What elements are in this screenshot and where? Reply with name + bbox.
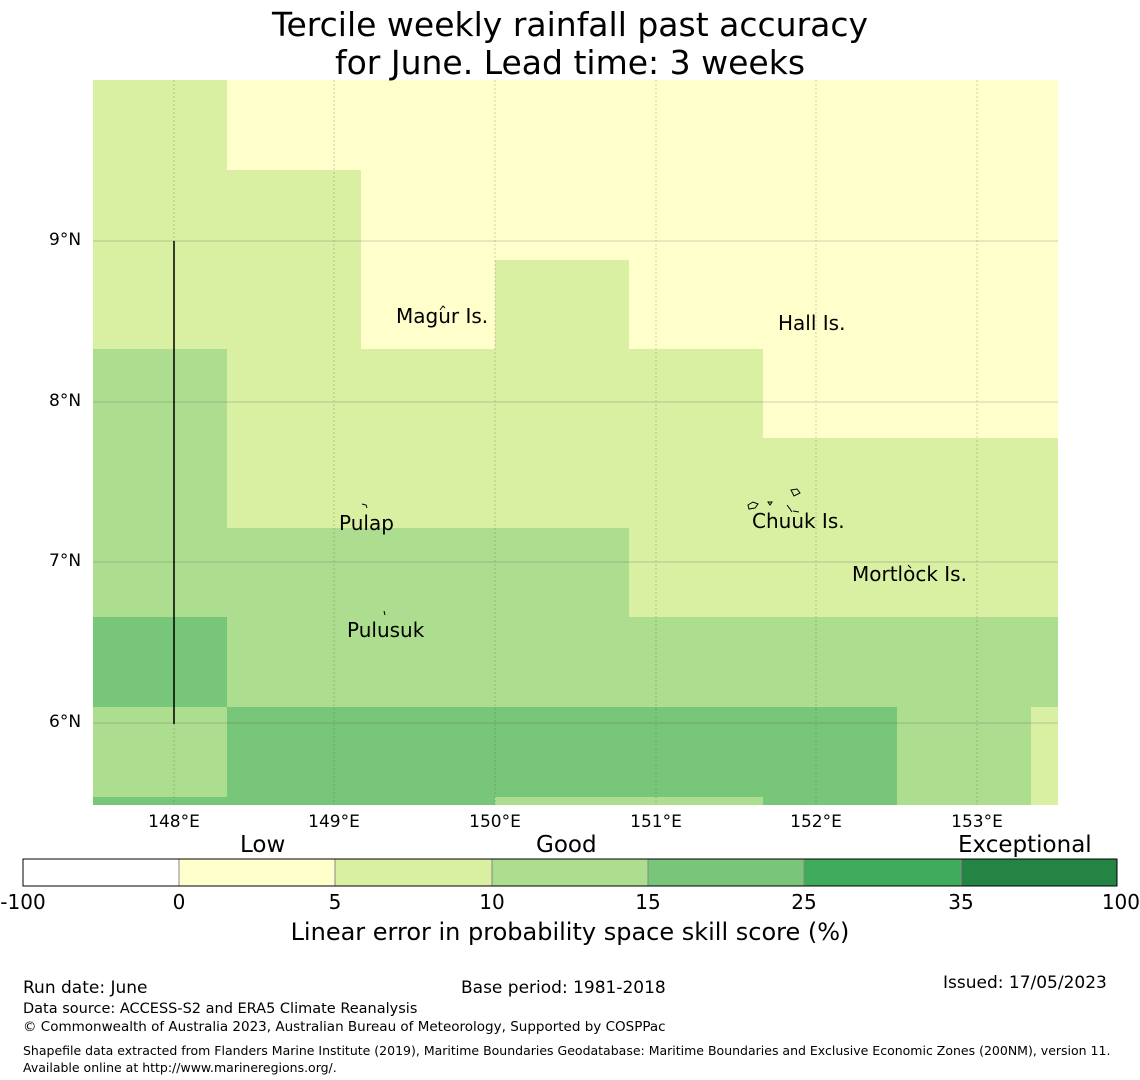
place-label-pulusuk: Pulusuk <box>347 618 425 642</box>
colorbar-segment <box>804 859 961 886</box>
island-outlines <box>361 305 912 616</box>
chuuk-island-shape <box>792 510 800 513</box>
lon-tick-label: 152°E <box>790 812 842 832</box>
title-line-2: for June. Lead time: 3 weeks <box>334 43 806 82</box>
grid-cell <box>629 617 1058 708</box>
colorbar-tick: 10 <box>479 890 505 914</box>
lat-tick-label: 6°N <box>49 712 82 732</box>
colorbar-segment <box>23 859 179 886</box>
grid-cell <box>763 438 1058 618</box>
colorbar-tick: 25 <box>791 890 817 914</box>
lat-tick-label: 9°N <box>49 230 82 250</box>
title-line-1: Tercile weekly rainfall past accuracy <box>271 5 869 44</box>
place-label-chuuk: Chuuk Is. <box>752 509 845 533</box>
lon-tick-label: 149°E <box>308 812 360 832</box>
colorbar-tick: 15 <box>635 890 661 914</box>
grid-cell <box>93 349 227 617</box>
category-low: Low <box>240 832 286 858</box>
grid-cell <box>93 707 227 797</box>
colorbar-tick: 100 <box>1101 890 1140 914</box>
shapefile-credit: Shapefile data extracted from Flanders M… <box>23 1043 1111 1075</box>
colorbar-segment <box>335 859 492 886</box>
category-exceptional: Exceptional <box>958 832 1092 858</box>
copyright-notice: © Commonwealth of Australia 2023, Austra… <box>23 1019 666 1035</box>
grid-cell <box>227 528 629 708</box>
skill-grid <box>93 80 1058 805</box>
chuuk-island-shape <box>767 501 773 506</box>
lon-tick-label: 148°E <box>148 812 200 832</box>
magur-island-shape <box>439 305 446 311</box>
grid-cell <box>1031 707 1058 805</box>
grid-cell <box>93 617 227 707</box>
pulusuk-island-shape <box>383 610 386 616</box>
lon-tick-label: 150°E <box>469 812 521 832</box>
lat-tick-label: 8°N <box>49 391 82 411</box>
chuuk-island-shape <box>790 488 801 497</box>
chuuk-island-shape <box>786 504 793 513</box>
chart-title: Tercile weekly rainfall past accuracy fo… <box>0 6 1140 82</box>
colorbar-frame <box>22 858 1118 887</box>
category-good: Good <box>536 832 597 858</box>
mortlock-island-shape <box>907 564 912 569</box>
grid-cell <box>495 797 763 805</box>
pulap-island-shape <box>361 503 368 509</box>
lat-tick-label: 7°N <box>49 551 82 571</box>
colorbar-tick: 0 <box>172 890 186 914</box>
place-label-magur: Magur Is. <box>396 304 489 328</box>
colorbar-segment <box>179 859 335 886</box>
grid-cell <box>495 260 629 350</box>
colorbar-tick: -100 <box>0 890 46 914</box>
graticule <box>93 80 1058 805</box>
data-source: Data source: ACCESS-S2 and ERA5 Climate … <box>23 1001 418 1017</box>
place-label-hall: Hall Is. <box>778 311 846 335</box>
lon-tick-label: 151°E <box>630 812 682 832</box>
colorbar-tick: 5 <box>328 890 342 914</box>
colorbar <box>22 858 1118 887</box>
colorbar-segment <box>961 859 1117 886</box>
colorbar-segment <box>492 859 648 886</box>
grid-cell <box>93 80 227 350</box>
place-label-mortlock: Mortlock Is. <box>852 562 967 586</box>
grid-cell <box>227 170 361 350</box>
chuuk-island-shape <box>747 501 759 510</box>
grid-cell <box>93 797 227 805</box>
place-label-pulap: Pulap <box>339 511 394 535</box>
colorbar-tick: 35 <box>948 890 974 914</box>
issued-date: Issued: 17/05/2023 <box>943 973 1107 993</box>
grid-cell <box>897 707 1031 805</box>
base-period: Base period: 1981-2018 <box>461 978 666 998</box>
colorbar-segment <box>648 859 804 886</box>
lon-tick-label: 153°E <box>951 812 1003 832</box>
run-date: Run date: June <box>23 978 148 998</box>
colorbar-title: Linear error in probability space skill … <box>290 918 850 946</box>
grid-cell <box>227 707 897 805</box>
